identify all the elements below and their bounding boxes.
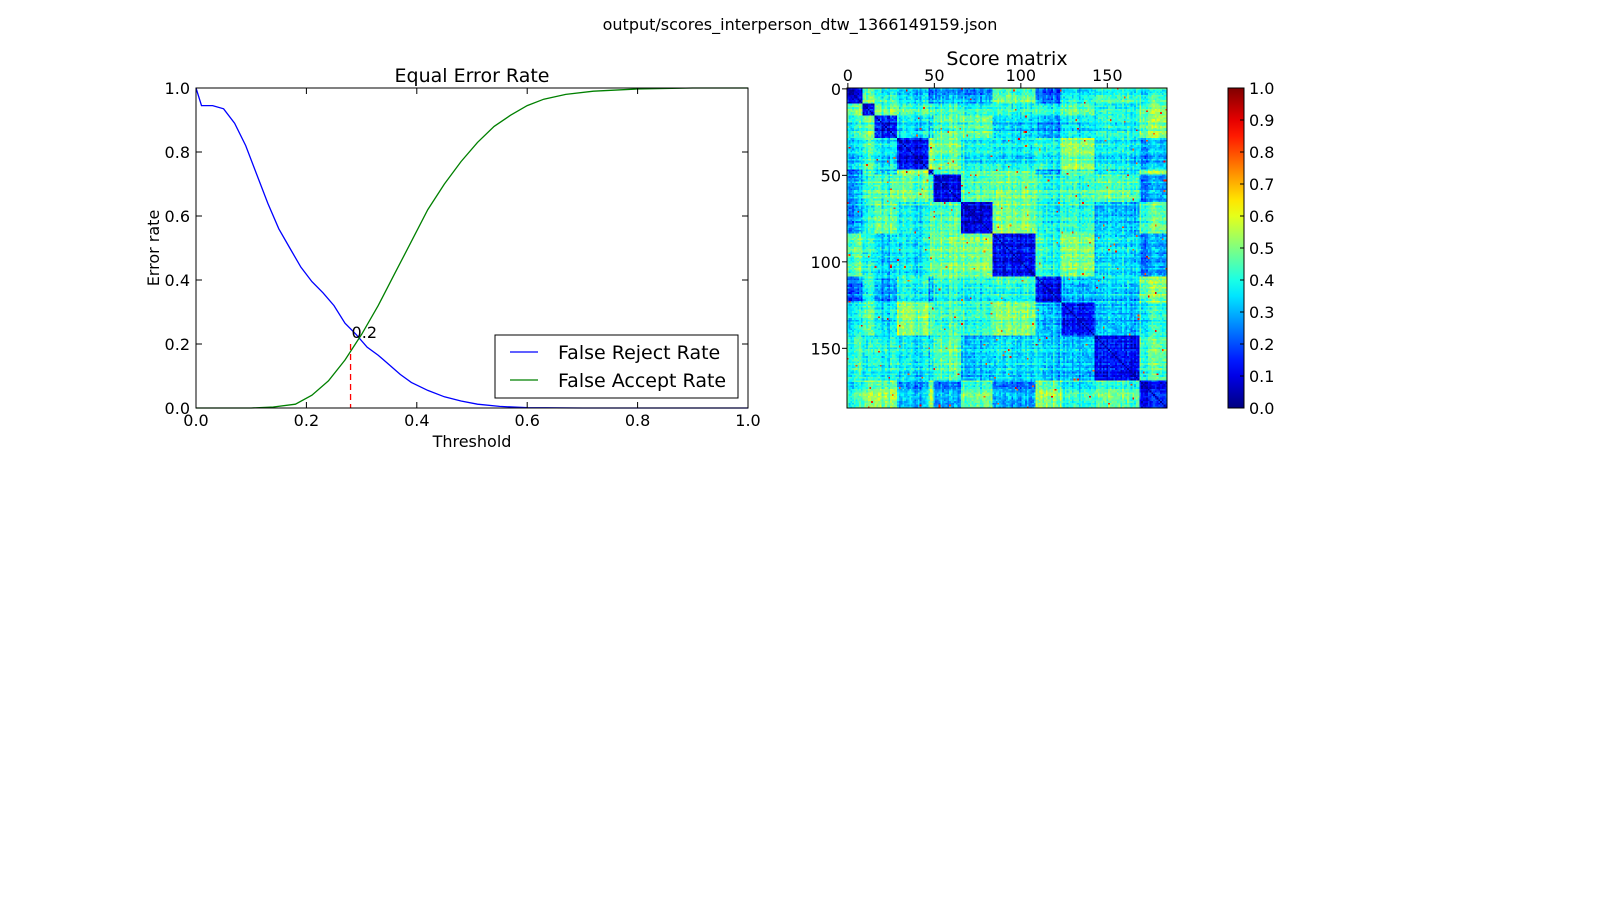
colorbar-tick-label: 0.5 bbox=[1249, 239, 1274, 258]
colorbar-tick-label: 0.1 bbox=[1249, 367, 1274, 386]
colorbar-tick-label: 0.7 bbox=[1249, 175, 1274, 194]
eer-plot-frame bbox=[195, 87, 749, 409]
colorbar-tick-label: 1.0 bbox=[1249, 79, 1274, 98]
x-tick-label: 0.2 bbox=[294, 411, 319, 430]
legend-label-false-reject: False Reject Rate bbox=[558, 342, 720, 364]
series-line-false-accept-rate bbox=[196, 87, 748, 409]
eer-series-layer: 0.2 bbox=[195, 87, 748, 409]
heatmap-y-tick-label: 100 bbox=[810, 253, 841, 272]
legend-box bbox=[494, 334, 739, 399]
eer-x-axis-label: Threshold bbox=[432, 432, 512, 451]
heatmap-x-tick-label: 0 bbox=[843, 66, 853, 85]
heatmap-x-tick-label: 50 bbox=[924, 66, 944, 85]
series-line-false-reject-rate bbox=[195, 87, 748, 409]
colorbar-tick-label: 0.8 bbox=[1249, 143, 1274, 162]
colorbar-tick-label: 0.2 bbox=[1249, 335, 1274, 354]
eer-legend: False Reject Rate False Accept Rate bbox=[494, 334, 739, 399]
colorbar-tick-label: 0.3 bbox=[1249, 303, 1274, 322]
score-matrix-ticks: 00 50 50 100 100 150 150 bbox=[810, 66, 1122, 358]
eer-chart-title: Equal Error Rate bbox=[395, 65, 550, 87]
colorbar-tick-label: 0.6 bbox=[1249, 207, 1274, 226]
score-matrix-image bbox=[847, 88, 1167, 408]
y-tick-label: 0.2 bbox=[165, 335, 190, 354]
y-tick-label: 0.8 bbox=[165, 143, 190, 162]
figure-title: output/scores_interperson_dtw_1366149159… bbox=[602, 15, 998, 34]
y-tick-label: 1.0 bbox=[165, 79, 190, 98]
score-matrix-cells bbox=[847, 88, 1167, 408]
y-tick-label: 0.6 bbox=[165, 207, 190, 226]
heatmap-y-tick-label: 50 bbox=[821, 166, 841, 185]
colorbar-tick-label: 0.4 bbox=[1249, 271, 1274, 290]
y-tick-label: 0.4 bbox=[165, 271, 190, 290]
colorbar-tick-label: 0.9 bbox=[1249, 111, 1274, 130]
colorbar-tick-label: 0.0 bbox=[1249, 399, 1274, 418]
heatmap-y-tick-label: 150 bbox=[810, 339, 841, 358]
score-matrix-title: Score matrix bbox=[946, 48, 1067, 70]
colorbar: 0.0 0.1 0.2 0.3 0.4 0.5 0.6 0.7 0.8 0.9 1.0 bbox=[1227, 79, 1274, 418]
heatmap-y-tick-label: 0 bbox=[831, 80, 841, 99]
eer-chart: Equal Error Rate 0.2 0.0 0.2 0.4 0.6 0.8 1.00… bbox=[144, 65, 761, 451]
x-tick-label: 1.0 bbox=[735, 411, 760, 430]
colorbar-ticks: 0.0 0.1 0.2 0.3 0.4 0.5 0.6 0.7 0.8 0.9 1.0 bbox=[1240, 79, 1274, 418]
heatmap-x-tick-label: 150 bbox=[1092, 66, 1123, 85]
x-tick-label: 0.8 bbox=[625, 411, 650, 430]
eer-value-label: 0.2 bbox=[352, 323, 377, 342]
score-matrix-frame bbox=[846, 87, 1168, 409]
legend-label-false-accept: False Accept Rate bbox=[558, 370, 726, 392]
y-tick-label: 0.0 bbox=[165, 399, 190, 418]
heatmap-x-tick-label: 100 bbox=[1006, 66, 1037, 85]
eer-y-axis-label: Error rate bbox=[144, 210, 163, 287]
eer-ticks: 0.0 0.2 0.4 0.6 0.8 1.0 0.0 0.2 0.4 0.6 0.8 1.0 bbox=[165, 79, 761, 430]
x-tick-label: 0.6 bbox=[514, 411, 539, 430]
x-tick-label: 0.0 bbox=[183, 411, 208, 430]
x-tick-label: 0.4 bbox=[404, 411, 429, 430]
